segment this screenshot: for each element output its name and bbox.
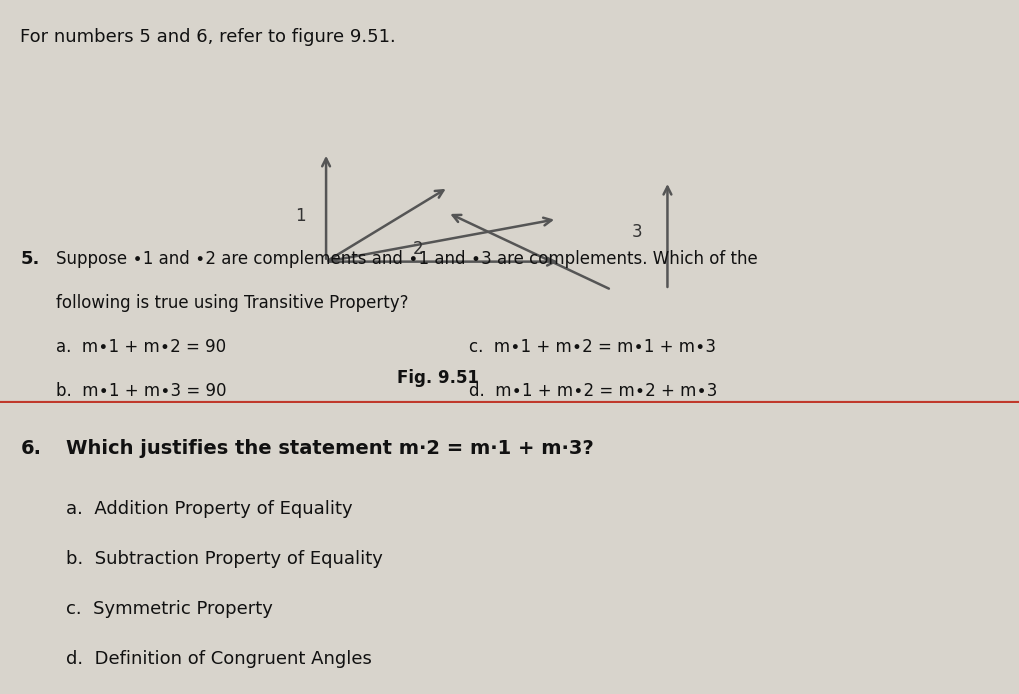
Text: c.  m∙1 + m∙2 = m∙1 + m∙3: c. m∙1 + m∙2 = m∙1 + m∙3 xyxy=(469,338,715,356)
Text: 3: 3 xyxy=(632,223,642,242)
Text: d.  Definition of Congruent Angles: d. Definition of Congruent Angles xyxy=(66,650,372,668)
Text: 2: 2 xyxy=(413,239,423,257)
Text: following is true using Transitive Property?: following is true using Transitive Prope… xyxy=(56,294,409,312)
Text: Fig. 9.51: Fig. 9.51 xyxy=(397,369,479,387)
Text: b.  m∙1 + m∙3 = 90: b. m∙1 + m∙3 = 90 xyxy=(56,382,226,400)
Text: For numbers 5 and 6, refer to figure 9.51.: For numbers 5 and 6, refer to figure 9.5… xyxy=(20,28,396,46)
Text: 1: 1 xyxy=(296,208,306,226)
Text: Which justifies the statement m∙2 = m∙1 + m∙3?: Which justifies the statement m∙2 = m∙1 … xyxy=(66,439,594,457)
Text: Suppose ∙1 and ∙2 are complements and ∙1 and ∙3 are complements. Which of the: Suppose ∙1 and ∙2 are complements and ∙1… xyxy=(56,250,758,268)
Text: d.  m∙1 + m∙2 = m∙2 + m∙3: d. m∙1 + m∙2 = m∙2 + m∙3 xyxy=(469,382,717,400)
Text: c.  Symmetric Property: c. Symmetric Property xyxy=(66,600,273,618)
Text: b.  Subtraction Property of Equality: b. Subtraction Property of Equality xyxy=(66,550,383,568)
Text: a.  m∙1 + m∙2 = 90: a. m∙1 + m∙2 = 90 xyxy=(56,338,226,356)
Text: a.  Addition Property of Equality: a. Addition Property of Equality xyxy=(66,500,353,518)
Text: 5.: 5. xyxy=(20,250,40,268)
Text: 6.: 6. xyxy=(20,439,42,457)
